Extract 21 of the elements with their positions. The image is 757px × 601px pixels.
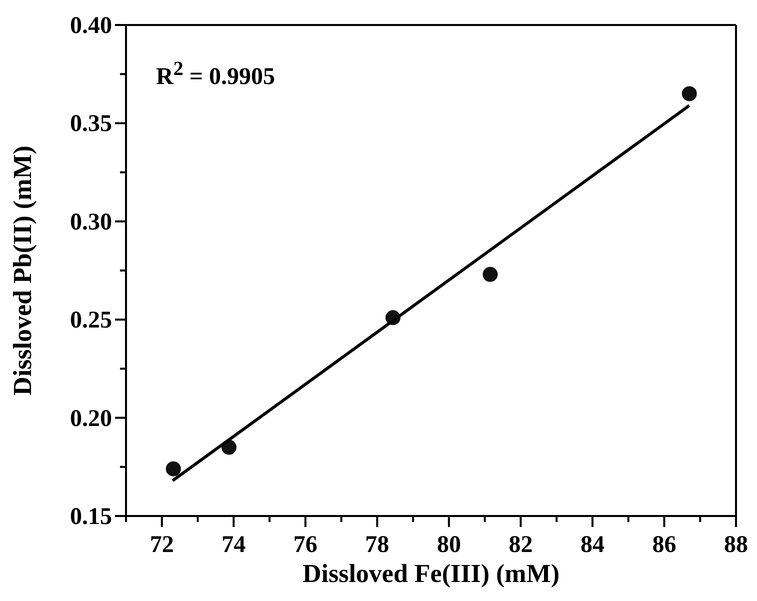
x-tick-label: 74 xyxy=(222,532,246,558)
x-tick-label: 84 xyxy=(580,532,604,558)
point xyxy=(482,266,498,282)
point xyxy=(682,86,697,102)
point xyxy=(166,461,181,476)
x-tick-label: 88 xyxy=(724,532,748,558)
y-tick-label: 0.15 xyxy=(70,504,112,530)
y-tick-label: 0.40 xyxy=(70,13,112,39)
y-tick-label: 0.30 xyxy=(70,209,112,236)
x-tick-label: 82 xyxy=(508,532,533,558)
x-tick-label: 86 xyxy=(652,532,676,558)
x-axis-title: Dissloved Fe(III) (mM) xyxy=(302,559,560,588)
y-tick-label: 0.35 xyxy=(70,111,112,138)
x-tick-label: 72 xyxy=(150,532,174,558)
y-axis-title: Dissloved Pb(II) (mM) xyxy=(8,146,38,396)
annotation: R$^{2}$ = 0.9905 xyxy=(156,58,276,91)
x-tick-label: 80 xyxy=(436,532,461,558)
y-tick-label: 0.25 xyxy=(70,308,112,334)
x-tick-label: 78 xyxy=(365,532,390,558)
x-tick-label: 76 xyxy=(293,532,318,558)
y-tick-label: 0.20 xyxy=(70,406,112,432)
